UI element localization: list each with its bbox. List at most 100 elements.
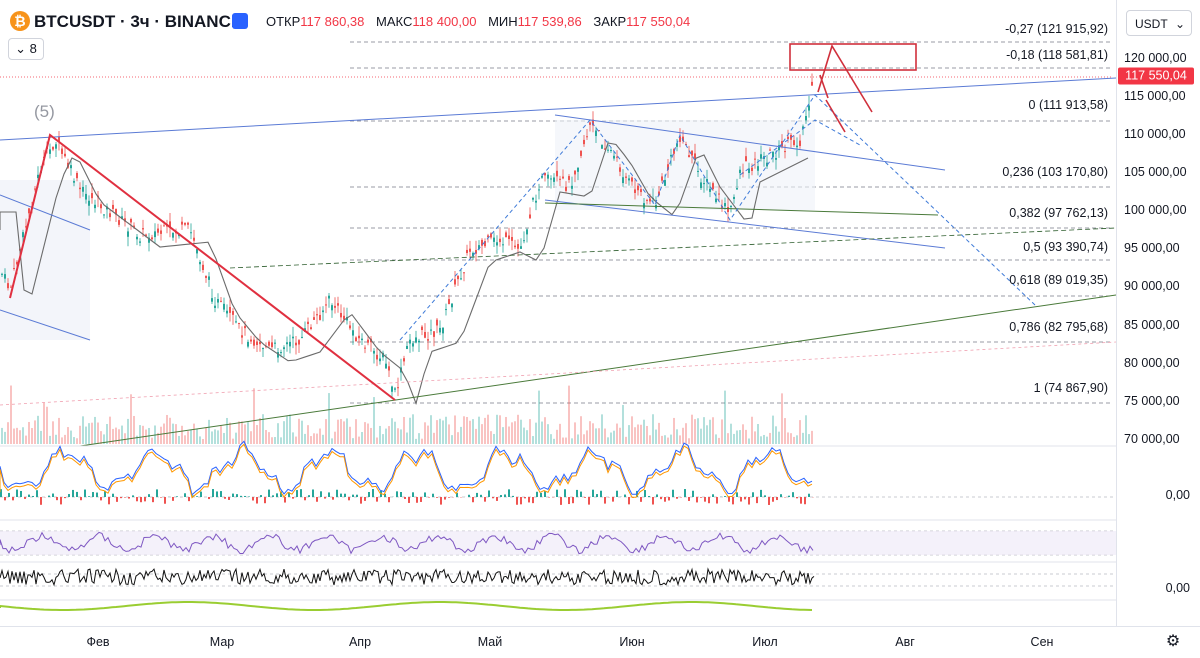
candle-body	[1, 274, 3, 275]
volume-bar	[259, 418, 261, 444]
open-label: ОТКР	[266, 14, 300, 29]
candle-body	[691, 151, 693, 156]
price-chart-svg[interactable]	[0, 0, 1116, 626]
oscillator-histogram-bar	[136, 497, 138, 501]
volume-bar	[775, 426, 777, 444]
oscillator-histogram-bar	[40, 497, 42, 505]
oscillator-histogram-bar	[220, 491, 222, 497]
oscillator-histogram-bar	[532, 497, 534, 503]
candle-body	[220, 301, 222, 302]
candle-body	[424, 332, 426, 338]
candle-body	[607, 150, 609, 151]
oscillator-histogram-bar	[412, 492, 414, 497]
oscillator-histogram-bar	[740, 497, 742, 502]
volume-bar	[358, 437, 360, 444]
volume-bar	[406, 433, 408, 444]
oscillator-histogram-bar	[284, 497, 286, 503]
volume-bar	[415, 439, 417, 444]
candle-body	[589, 122, 591, 124]
open-value: 117 860,38	[300, 14, 364, 29]
oscillator-histogram-bar	[664, 497, 666, 502]
visibility-icon[interactable]	[232, 13, 248, 29]
oscillator-histogram-bar	[84, 490, 86, 497]
oscillator-histogram-bar	[108, 497, 110, 504]
volume-bar	[22, 427, 24, 444]
candle-body	[625, 177, 627, 178]
volume-bar	[262, 414, 264, 444]
volume-bar	[778, 432, 780, 444]
volume-bar	[337, 420, 339, 444]
candle-body	[787, 137, 789, 139]
candle-body	[235, 321, 237, 322]
oscillator-histogram-bar	[512, 496, 514, 497]
oscillator-histogram-bar	[400, 492, 402, 497]
currency-label: USDT	[1135, 17, 1168, 31]
volume-bar	[394, 422, 396, 444]
volume-bar	[241, 421, 243, 444]
symbol-title[interactable]: BTCUSDT · 3ч · BINANCE	[34, 12, 242, 32]
oscillator-histogram-bar	[164, 497, 166, 504]
volume-bar	[85, 427, 87, 444]
volume-bar	[220, 426, 222, 444]
candle-body	[55, 144, 57, 148]
candle-body	[229, 307, 231, 313]
oscillator-histogram-bar	[264, 497, 266, 503]
oscillator-histogram-bar	[212, 489, 214, 497]
candle-body	[439, 328, 441, 333]
volume-bar	[217, 430, 219, 444]
currency-select[interactable]: USDT ⌄	[1126, 10, 1192, 36]
oscillator-histogram-bar	[692, 491, 694, 497]
candle-body	[364, 348, 366, 349]
gear-icon[interactable]: ⚙	[1164, 633, 1182, 651]
candle-body	[805, 116, 807, 120]
volume-bar	[172, 424, 174, 444]
candle-body	[556, 171, 558, 177]
volume-bar	[628, 425, 630, 444]
oscillator-histogram-bar	[580, 492, 582, 497]
candle-body	[463, 272, 465, 273]
time-tick-label: Мар	[210, 635, 234, 649]
trend-strength-line	[0, 602, 812, 610]
oscillator-histogram-bar	[160, 497, 162, 498]
volume-bar	[319, 429, 321, 444]
oscillator-zero-label: 0,00	[1166, 488, 1190, 502]
oscillator-histogram-bar	[80, 497, 82, 500]
volume-bar	[580, 416, 582, 444]
candle-body	[295, 343, 297, 346]
candle-body	[409, 340, 411, 344]
candle-body	[52, 147, 54, 150]
oscillator-histogram-bar	[416, 497, 418, 503]
indicators-toggle-button[interactable]: ⌄ 8	[8, 38, 44, 60]
volume-bar	[538, 391, 540, 444]
candle-body	[628, 178, 630, 180]
volume-bar	[619, 428, 621, 444]
volume-bar	[91, 423, 93, 444]
candle-body	[64, 154, 66, 156]
volume-bar	[214, 429, 216, 444]
volume-bar	[376, 438, 378, 444]
candle-body	[328, 296, 330, 299]
oscillator-histogram-bar	[804, 497, 806, 504]
volume-bar	[790, 433, 792, 444]
volume-bar	[421, 439, 423, 444]
oscillator-histogram-bar	[352, 495, 354, 497]
candle-body	[730, 206, 732, 207]
volume-bar	[298, 419, 300, 444]
volume-bar	[511, 422, 513, 444]
volume-bar	[442, 420, 444, 444]
candle-body	[385, 364, 387, 369]
volume-bar	[403, 417, 405, 444]
volume-bar	[52, 421, 54, 444]
volume-bar	[715, 434, 717, 444]
oscillator-histogram-bar	[68, 494, 70, 497]
volume-bar	[265, 430, 267, 444]
low-label: МИН	[488, 14, 518, 29]
oscillator-histogram-bar	[272, 495, 274, 497]
candle-body	[550, 178, 552, 179]
candle-body	[664, 180, 666, 186]
volume-bar	[763, 435, 765, 444]
volume-bar	[691, 415, 693, 444]
volume-bar	[505, 417, 507, 444]
volume-bar	[352, 438, 354, 444]
